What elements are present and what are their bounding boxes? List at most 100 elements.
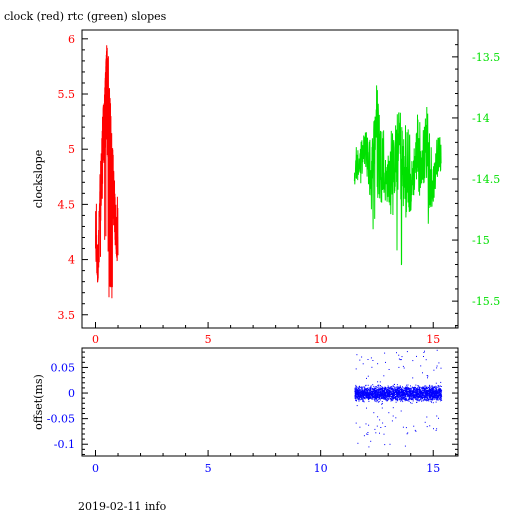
offset-point bbox=[370, 391, 372, 393]
offset-point bbox=[370, 357, 372, 359]
offset-point bbox=[368, 393, 370, 394]
offset-point bbox=[418, 388, 420, 390]
offset-point bbox=[386, 389, 387, 391]
offset-point bbox=[409, 393, 411, 395]
offset-point bbox=[394, 384, 395, 385]
offset-point bbox=[383, 390, 385, 392]
offset-point bbox=[437, 395, 439, 396]
offset-point bbox=[367, 395, 369, 397]
offset-point bbox=[396, 398, 398, 399]
offset-point bbox=[424, 392, 426, 394]
offset-point bbox=[411, 391, 413, 392]
offset-point bbox=[424, 399, 425, 401]
offset-point bbox=[379, 396, 381, 397]
offset-point bbox=[413, 425, 415, 427]
offset-point bbox=[437, 390, 439, 392]
offset-point bbox=[385, 395, 387, 397]
offset-point bbox=[385, 388, 386, 390]
offset-point bbox=[430, 397, 432, 399]
offset-point bbox=[426, 375, 428, 376]
offset-point bbox=[436, 398, 438, 400]
offset-point bbox=[400, 399, 402, 401]
offset-point bbox=[420, 391, 422, 393]
offset-point bbox=[357, 391, 359, 393]
offset-point bbox=[408, 393, 410, 395]
offset-point bbox=[372, 398, 374, 400]
offset-point bbox=[359, 388, 360, 390]
offset-point bbox=[411, 399, 413, 400]
offset-point bbox=[438, 395, 440, 397]
offset-point bbox=[401, 395, 403, 397]
offset-point bbox=[364, 393, 366, 395]
offset-point bbox=[408, 390, 410, 392]
offset-point bbox=[372, 391, 374, 393]
offset-point bbox=[387, 392, 389, 394]
offset-point bbox=[402, 392, 404, 394]
offset-point bbox=[426, 398, 428, 400]
offset-point bbox=[428, 396, 430, 398]
offset-point bbox=[384, 387, 386, 389]
offset-point bbox=[400, 389, 402, 391]
offset-point bbox=[418, 397, 420, 399]
offset-point bbox=[360, 386, 362, 388]
offset-series bbox=[354, 349, 443, 448]
offset-point bbox=[432, 388, 434, 390]
offset-point bbox=[439, 396, 441, 398]
offset-point bbox=[384, 387, 386, 389]
offset-point bbox=[362, 393, 364, 394]
offset-point bbox=[403, 397, 405, 399]
offset-point bbox=[377, 391, 378, 393]
offset-point bbox=[363, 386, 365, 388]
offset-x-tick-label: 10 bbox=[314, 462, 328, 475]
offset-point bbox=[388, 392, 390, 394]
offset-point bbox=[398, 391, 400, 393]
offset-point bbox=[427, 397, 429, 399]
offset-point bbox=[361, 388, 363, 390]
offset-point bbox=[378, 397, 380, 399]
offset-point bbox=[420, 393, 422, 395]
offset-point bbox=[436, 395, 438, 397]
offset-point bbox=[366, 397, 368, 399]
offset-point bbox=[382, 397, 384, 399]
offset-point bbox=[355, 400, 357, 401]
offset-point bbox=[396, 399, 398, 400]
offset-point bbox=[406, 392, 408, 394]
offset-point bbox=[427, 391, 429, 393]
offset-point bbox=[380, 388, 382, 390]
offset-point bbox=[432, 396, 434, 398]
offset-point bbox=[438, 396, 440, 398]
offset-point bbox=[359, 386, 361, 388]
offset-point bbox=[400, 390, 402, 392]
offset-point bbox=[382, 391, 384, 393]
offset-point bbox=[407, 391, 409, 393]
offset-point bbox=[355, 392, 357, 394]
offset-point bbox=[371, 393, 373, 395]
offset-point bbox=[406, 389, 408, 391]
offset-point bbox=[377, 395, 379, 397]
offset-point bbox=[375, 388, 376, 390]
offset-point bbox=[406, 388, 408, 390]
offset-point bbox=[363, 394, 365, 396]
offset-point bbox=[430, 398, 432, 400]
offset-point bbox=[383, 394, 385, 396]
offset-point bbox=[359, 395, 361, 397]
offset-point bbox=[404, 394, 406, 396]
offset-point bbox=[381, 395, 383, 397]
offset-point bbox=[358, 389, 360, 391]
offset-point bbox=[355, 384, 357, 386]
offset-point bbox=[375, 397, 377, 399]
offset-point bbox=[436, 390, 438, 392]
offset-point bbox=[434, 391, 436, 393]
offset-point bbox=[436, 392, 438, 394]
offset-point bbox=[371, 366, 373, 368]
offset-point bbox=[403, 388, 405, 390]
offset-point bbox=[412, 387, 414, 389]
offset-point bbox=[357, 387, 359, 389]
offset-y-tick-label: -0.05 bbox=[47, 413, 75, 426]
offset-point bbox=[357, 390, 359, 392]
offset-point bbox=[357, 397, 359, 399]
offset-point bbox=[366, 395, 368, 396]
offset-point bbox=[387, 387, 389, 389]
offset-point bbox=[439, 397, 441, 399]
offset-point bbox=[378, 384, 380, 386]
